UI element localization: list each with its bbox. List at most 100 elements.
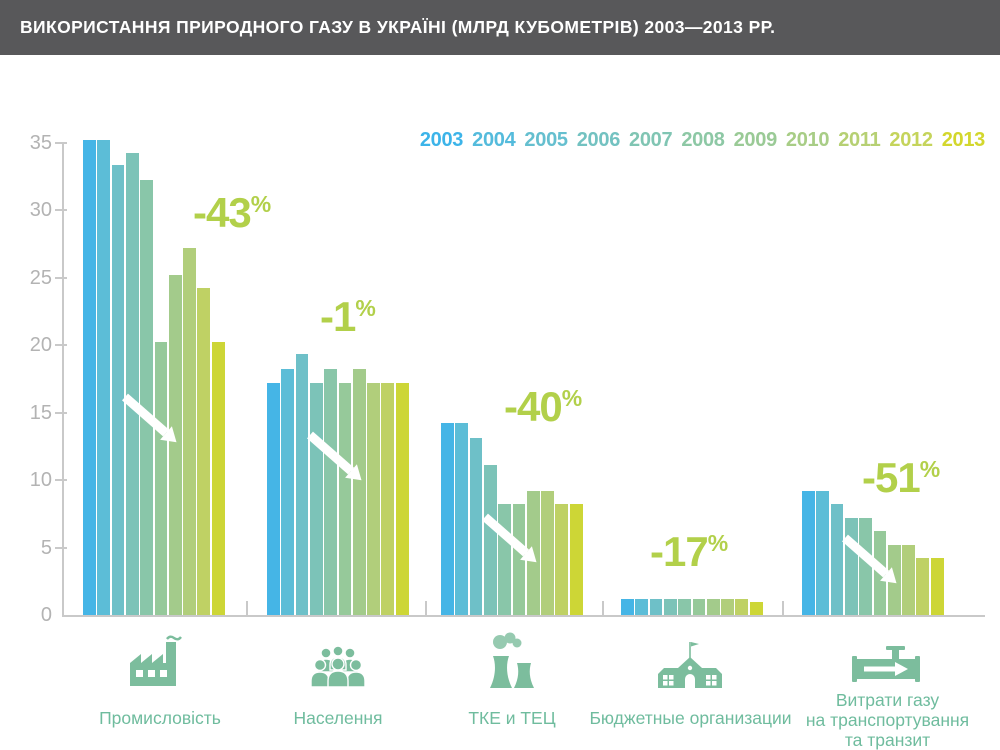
bar-g4-3 xyxy=(649,598,663,615)
y-axis-tick-25 xyxy=(55,276,67,279)
percent-sign: % xyxy=(250,191,272,217)
category-label-population: Населення xyxy=(293,708,383,728)
bar-g4-8 xyxy=(721,598,734,615)
percent-sign: % xyxy=(355,295,376,321)
legend-year-2007: 2007 xyxy=(629,129,673,151)
bar-g3-8 xyxy=(541,490,554,615)
bar-g2-4 xyxy=(309,382,323,615)
people-icon xyxy=(302,646,374,688)
bar-g3-3 xyxy=(469,438,483,615)
legend-year-2005: 2005 xyxy=(524,129,568,151)
bar-g2-1 xyxy=(267,382,280,615)
y-axis-label-15: 15 xyxy=(29,401,52,424)
bar-g1-10 xyxy=(211,342,225,615)
bar-g5-5 xyxy=(859,517,873,615)
bar-g4-5 xyxy=(678,598,692,615)
y-axis-tick-10 xyxy=(55,479,67,481)
bar-g4-2 xyxy=(635,598,649,615)
bar-g2-2 xyxy=(281,369,295,615)
percent-value: -43 xyxy=(193,189,252,236)
y-axis-label-35: 35 xyxy=(29,131,52,154)
x-axis-separator-tick-3 xyxy=(602,601,604,615)
bar-g3-4 xyxy=(483,465,497,615)
percent-value: -1 xyxy=(320,293,356,340)
bar-g1-4 xyxy=(125,153,139,615)
bar-g5-3 xyxy=(830,504,844,615)
bar-g3-2 xyxy=(455,423,469,615)
bar-g5-8 xyxy=(902,544,915,615)
bar-g4-9 xyxy=(735,598,749,615)
legend-year-2006: 2006 xyxy=(576,129,621,151)
bar-g3-10 xyxy=(569,504,583,615)
bar-g1-9 xyxy=(197,288,211,615)
percent-change-g5: -51% xyxy=(862,457,940,499)
bar-g2-10 xyxy=(395,382,409,615)
x-axis-separator-tick-2 xyxy=(425,601,427,615)
percent-change-g2: -1% xyxy=(320,296,376,338)
y-axis-tick-5 xyxy=(55,546,67,549)
trend-arrow-g5 xyxy=(838,531,908,593)
year-legend: 2003 2004 2005 2006 2007 2008 2009 2010 2011 2012… xyxy=(420,129,985,152)
bar-g2-5 xyxy=(324,369,338,615)
title-bar: ВИКОРИСТАННЯ ПРИРОДНОГО ГАЗУ В УКРАЇНІ (… xyxy=(0,0,1000,55)
bar-g3-9 xyxy=(555,504,569,615)
bar-g1-7 xyxy=(168,274,182,615)
percent-change-g3: -40% xyxy=(504,386,582,428)
x-axis-separator-tick-4 xyxy=(782,601,784,615)
category-label-transit: Витрати газу на транспортування та транз… xyxy=(805,690,970,750)
x-axis xyxy=(62,615,985,617)
bar-g1-5 xyxy=(140,180,154,615)
bar-g4-4 xyxy=(663,598,677,615)
y-axis-tick-35 xyxy=(55,141,67,144)
y-axis-tick-30 xyxy=(55,209,67,211)
legend-year-2010: 2010 xyxy=(785,129,830,151)
pipeline-icon xyxy=(850,646,922,690)
percent-value: -40 xyxy=(504,383,563,430)
legend-year-2013: 2013 xyxy=(941,129,986,151)
percent-value: -17 xyxy=(650,528,709,575)
bar-g3-1 xyxy=(441,423,454,615)
x-axis-separator-tick-1 xyxy=(246,601,248,615)
bar-g1-6 xyxy=(154,342,168,615)
legend-year-2008: 2008 xyxy=(681,129,725,151)
bar-g5-2 xyxy=(816,490,830,615)
bar-g4-10 xyxy=(749,601,763,615)
bar-g2-3 xyxy=(295,354,309,615)
y-axis-tick-15 xyxy=(55,411,67,414)
percent-change-g4: -17% xyxy=(650,531,728,573)
bar-g2-7 xyxy=(352,369,366,615)
percent-sign: % xyxy=(707,530,729,556)
trend-arrow-g1 xyxy=(118,390,188,452)
y-axis xyxy=(62,142,64,615)
y-axis-label-20: 20 xyxy=(29,334,52,356)
bar-g4-7 xyxy=(706,598,720,615)
percent-sign: % xyxy=(561,385,583,411)
legend-year-2012: 2012 xyxy=(889,129,933,151)
bar-g5-9 xyxy=(916,558,930,615)
bar-g2-6 xyxy=(338,382,352,615)
factory-icon xyxy=(122,632,194,688)
legend-year-2011: 2011 xyxy=(838,129,881,151)
category-label-heating: ТКЕ и ТЕЦ xyxy=(468,708,556,728)
cooling-towers-icon xyxy=(484,630,540,688)
bar-g1-8 xyxy=(183,247,196,615)
bar-g5-1 xyxy=(802,490,815,615)
legend-year-2009: 2009 xyxy=(733,129,778,151)
public-building-icon xyxy=(654,638,726,688)
bar-g1-2 xyxy=(97,139,111,615)
bar-g2-8 xyxy=(367,382,380,615)
bar-g3-6 xyxy=(512,504,526,615)
legend-year-2003: 2003 xyxy=(419,129,464,151)
percent-change-g1: -43% xyxy=(193,192,271,234)
category-label-budget-orgs: Бюджетные организации xyxy=(589,708,792,728)
y-axis-label-30: 30 xyxy=(29,199,52,221)
y-axis-tick-20 xyxy=(55,344,67,346)
y-axis-label-25: 25 xyxy=(29,266,52,289)
page-title: ВИКОРИСТАННЯ ПРИРОДНОГО ГАЗУ В УКРАЇНІ (… xyxy=(20,17,776,37)
trend-arrow-g2 xyxy=(303,428,373,490)
bar-g5-10 xyxy=(930,558,944,615)
trend-arrow-g3 xyxy=(478,510,548,572)
bar-g1-3 xyxy=(111,165,125,615)
